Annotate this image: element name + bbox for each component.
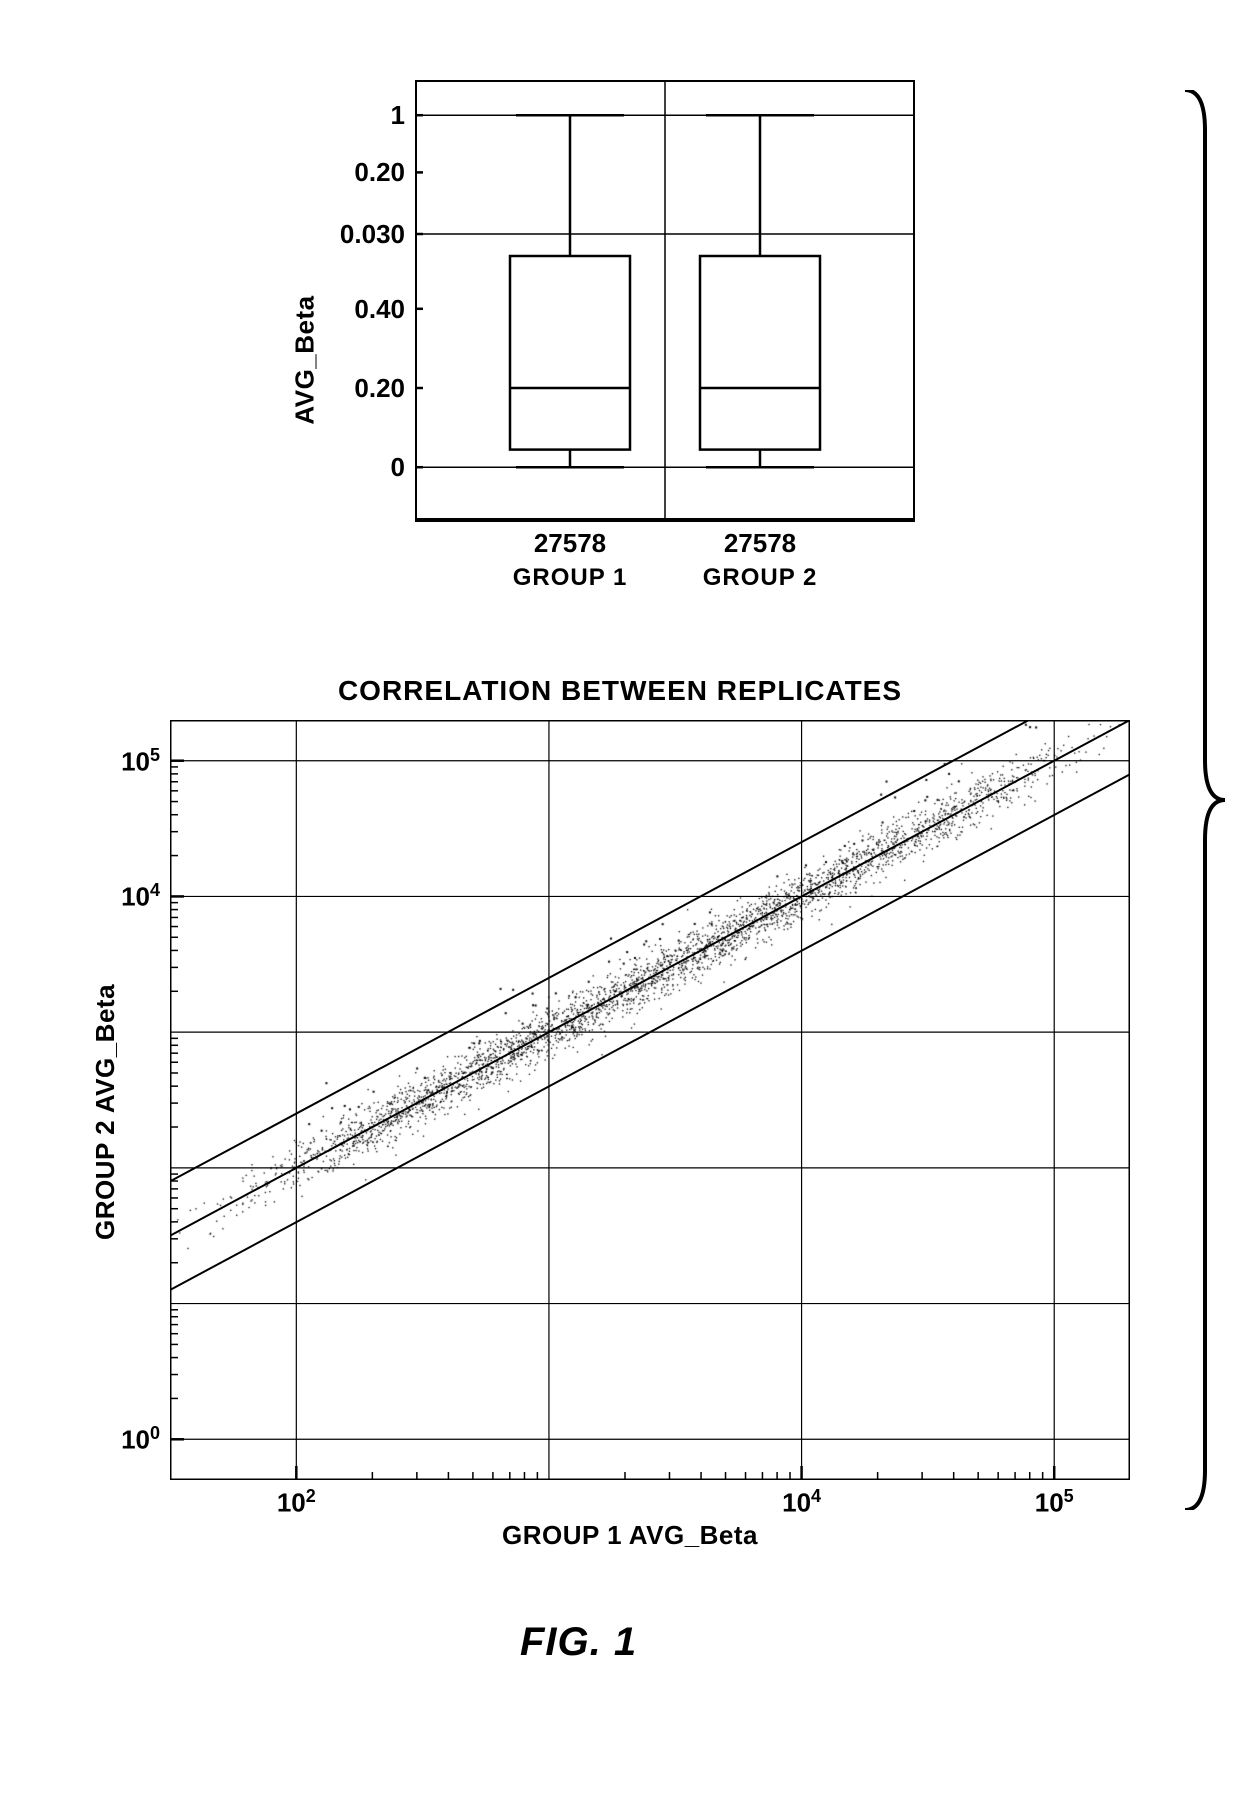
scatter-ytick-label: 105 <box>100 745 160 778</box>
boxplot-group-label: GROUP 1 <box>500 564 640 592</box>
figure-wrap: AVG_Beta 10.200.0300.400.200 27578GROUP … <box>60 80 1180 1660</box>
boxplot-panel: AVG_Beta 10.200.0300.400.200 27578GROUP … <box>315 80 915 640</box>
figure-caption: FIG. 1 <box>520 1620 637 1665</box>
boxplot-count-label: 27578 <box>510 528 630 559</box>
scatter-ytick-label: 104 <box>100 880 160 913</box>
boxplot-ytick-label: 0.40 <box>315 294 405 325</box>
brace-icon <box>1180 90 1230 1510</box>
scatter-xtick-label: 104 <box>762 1486 842 1519</box>
scatter-panel: GROUP 2 AVG_Beta 100104105 102104105 GRO… <box>130 720 1130 1510</box>
scatter-ytick-label: 100 <box>100 1423 160 1456</box>
boxplot-count-label: 27578 <box>700 528 820 559</box>
boxplot-ytick-label: 0.030 <box>315 219 405 250</box>
boxplot-svg <box>415 80 915 550</box>
scatter-points <box>170 720 1130 1480</box>
boxplot-group-label: GROUP 2 <box>690 564 830 592</box>
scatter-xtick-label: 102 <box>256 1486 336 1519</box>
scatter-ylabel: GROUP 2 AVG_Beta <box>90 984 121 1240</box>
scatter-xlabel: GROUP 1 AVG_Beta <box>430 1520 830 1551</box>
boxplot-ytick-label: 0 <box>315 452 405 483</box>
scatter-title: CORRELATION BETWEEN REPLICATES <box>310 675 930 707</box>
boxplot-ytick-label: 1 <box>315 100 405 131</box>
boxplot-ytick-label: 0.20 <box>315 373 405 404</box>
scatter-xtick-label: 105 <box>1014 1486 1094 1519</box>
boxplot-ytick-label: 0.20 <box>315 157 405 188</box>
